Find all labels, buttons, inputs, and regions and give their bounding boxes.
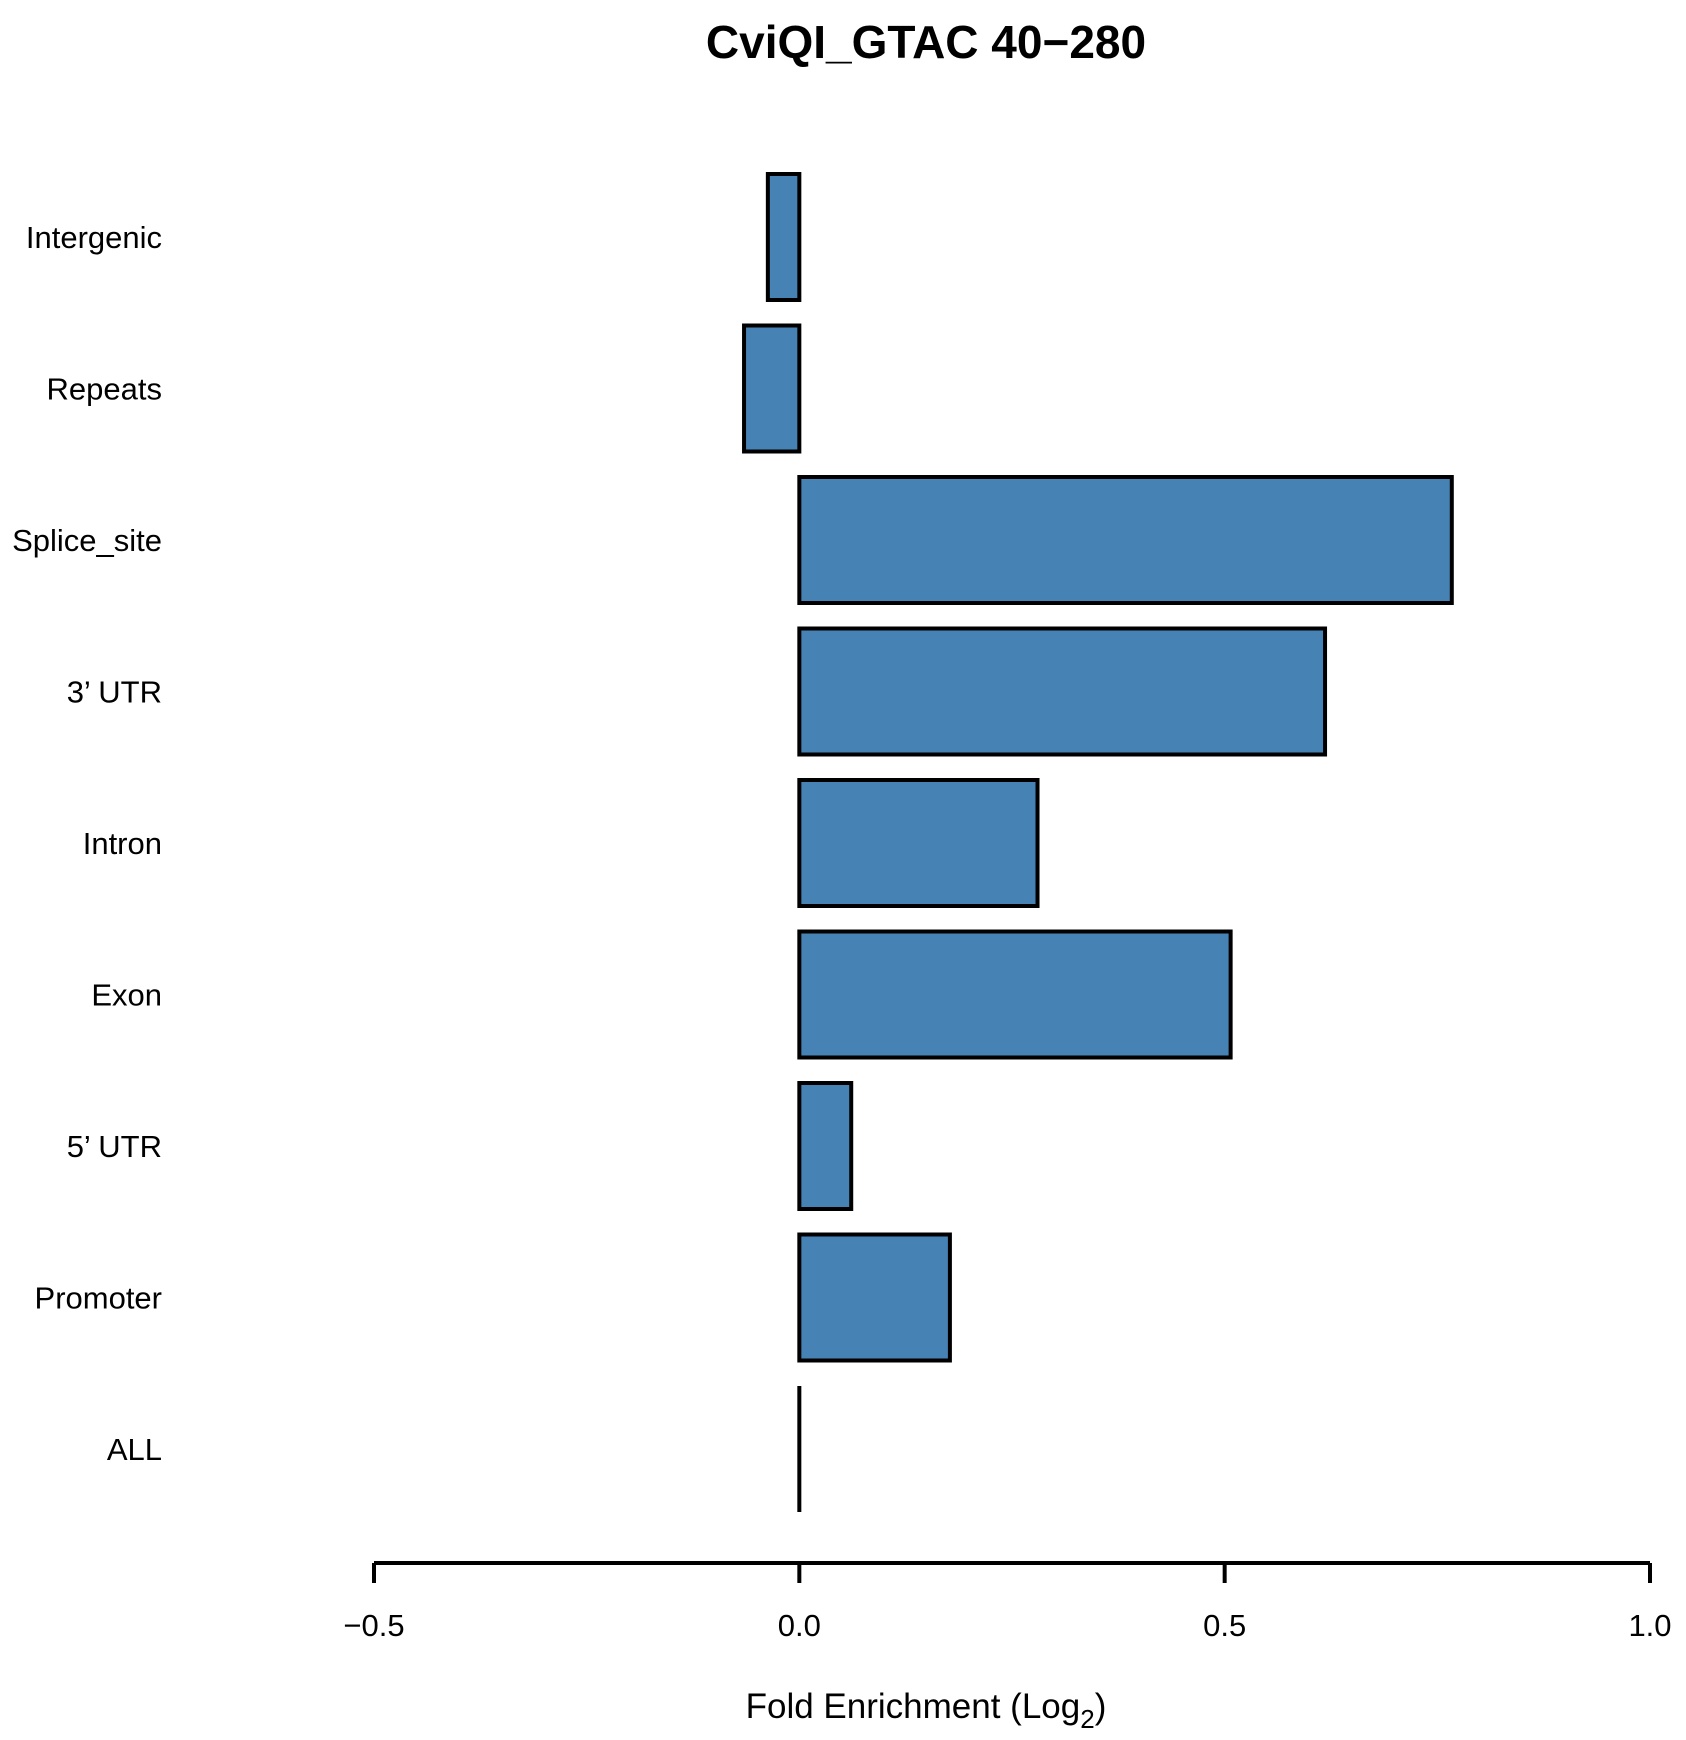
bar — [797, 929, 1233, 1060]
x-axis-title-main: Fold Enrichment (Log — [746, 1687, 1081, 1726]
chart-title: CviQI_GTAC 40−280 — [706, 16, 1146, 68]
x-tick-label: 0.5 — [1203, 1608, 1246, 1643]
bar — [797, 626, 1328, 757]
x-axis-title-subscript: 2 — [1080, 1704, 1094, 1734]
bar — [797, 1081, 854, 1211]
category-label: 3’ UTR — [67, 675, 162, 710]
x-axis: −0.5 0.0 0.5 1.0 — [343, 1561, 1672, 1643]
bars-group — [742, 172, 1454, 1512]
x-axis-title-suffix: ) — [1095, 1687, 1107, 1726]
bar — [797, 475, 1454, 605]
category-label: Exon — [91, 978, 162, 1013]
x-axis-title: Fold Enrichment (Log2) — [746, 1687, 1107, 1734]
category-label: Promoter — [35, 1281, 162, 1316]
bar — [765, 172, 802, 302]
bar — [797, 778, 1040, 908]
x-tick-label: 0.0 — [778, 1608, 821, 1643]
x-tick-label: −0.5 — [343, 1608, 404, 1643]
category-label: Splice_site — [12, 523, 162, 558]
category-label: Intron — [83, 826, 162, 861]
category-labels: Intergenic Repeats Splice_site 3’ UTR Intron… — [12, 220, 162, 1467]
bar — [742, 323, 802, 454]
category-label: Repeats — [47, 372, 162, 407]
category-label: Intergenic — [26, 220, 162, 255]
category-label: 5’ UTR — [67, 1129, 162, 1164]
x-tick-label: 1.0 — [1628, 1608, 1671, 1643]
category-label: ALL — [107, 1432, 162, 1467]
bar — [797, 1232, 952, 1363]
